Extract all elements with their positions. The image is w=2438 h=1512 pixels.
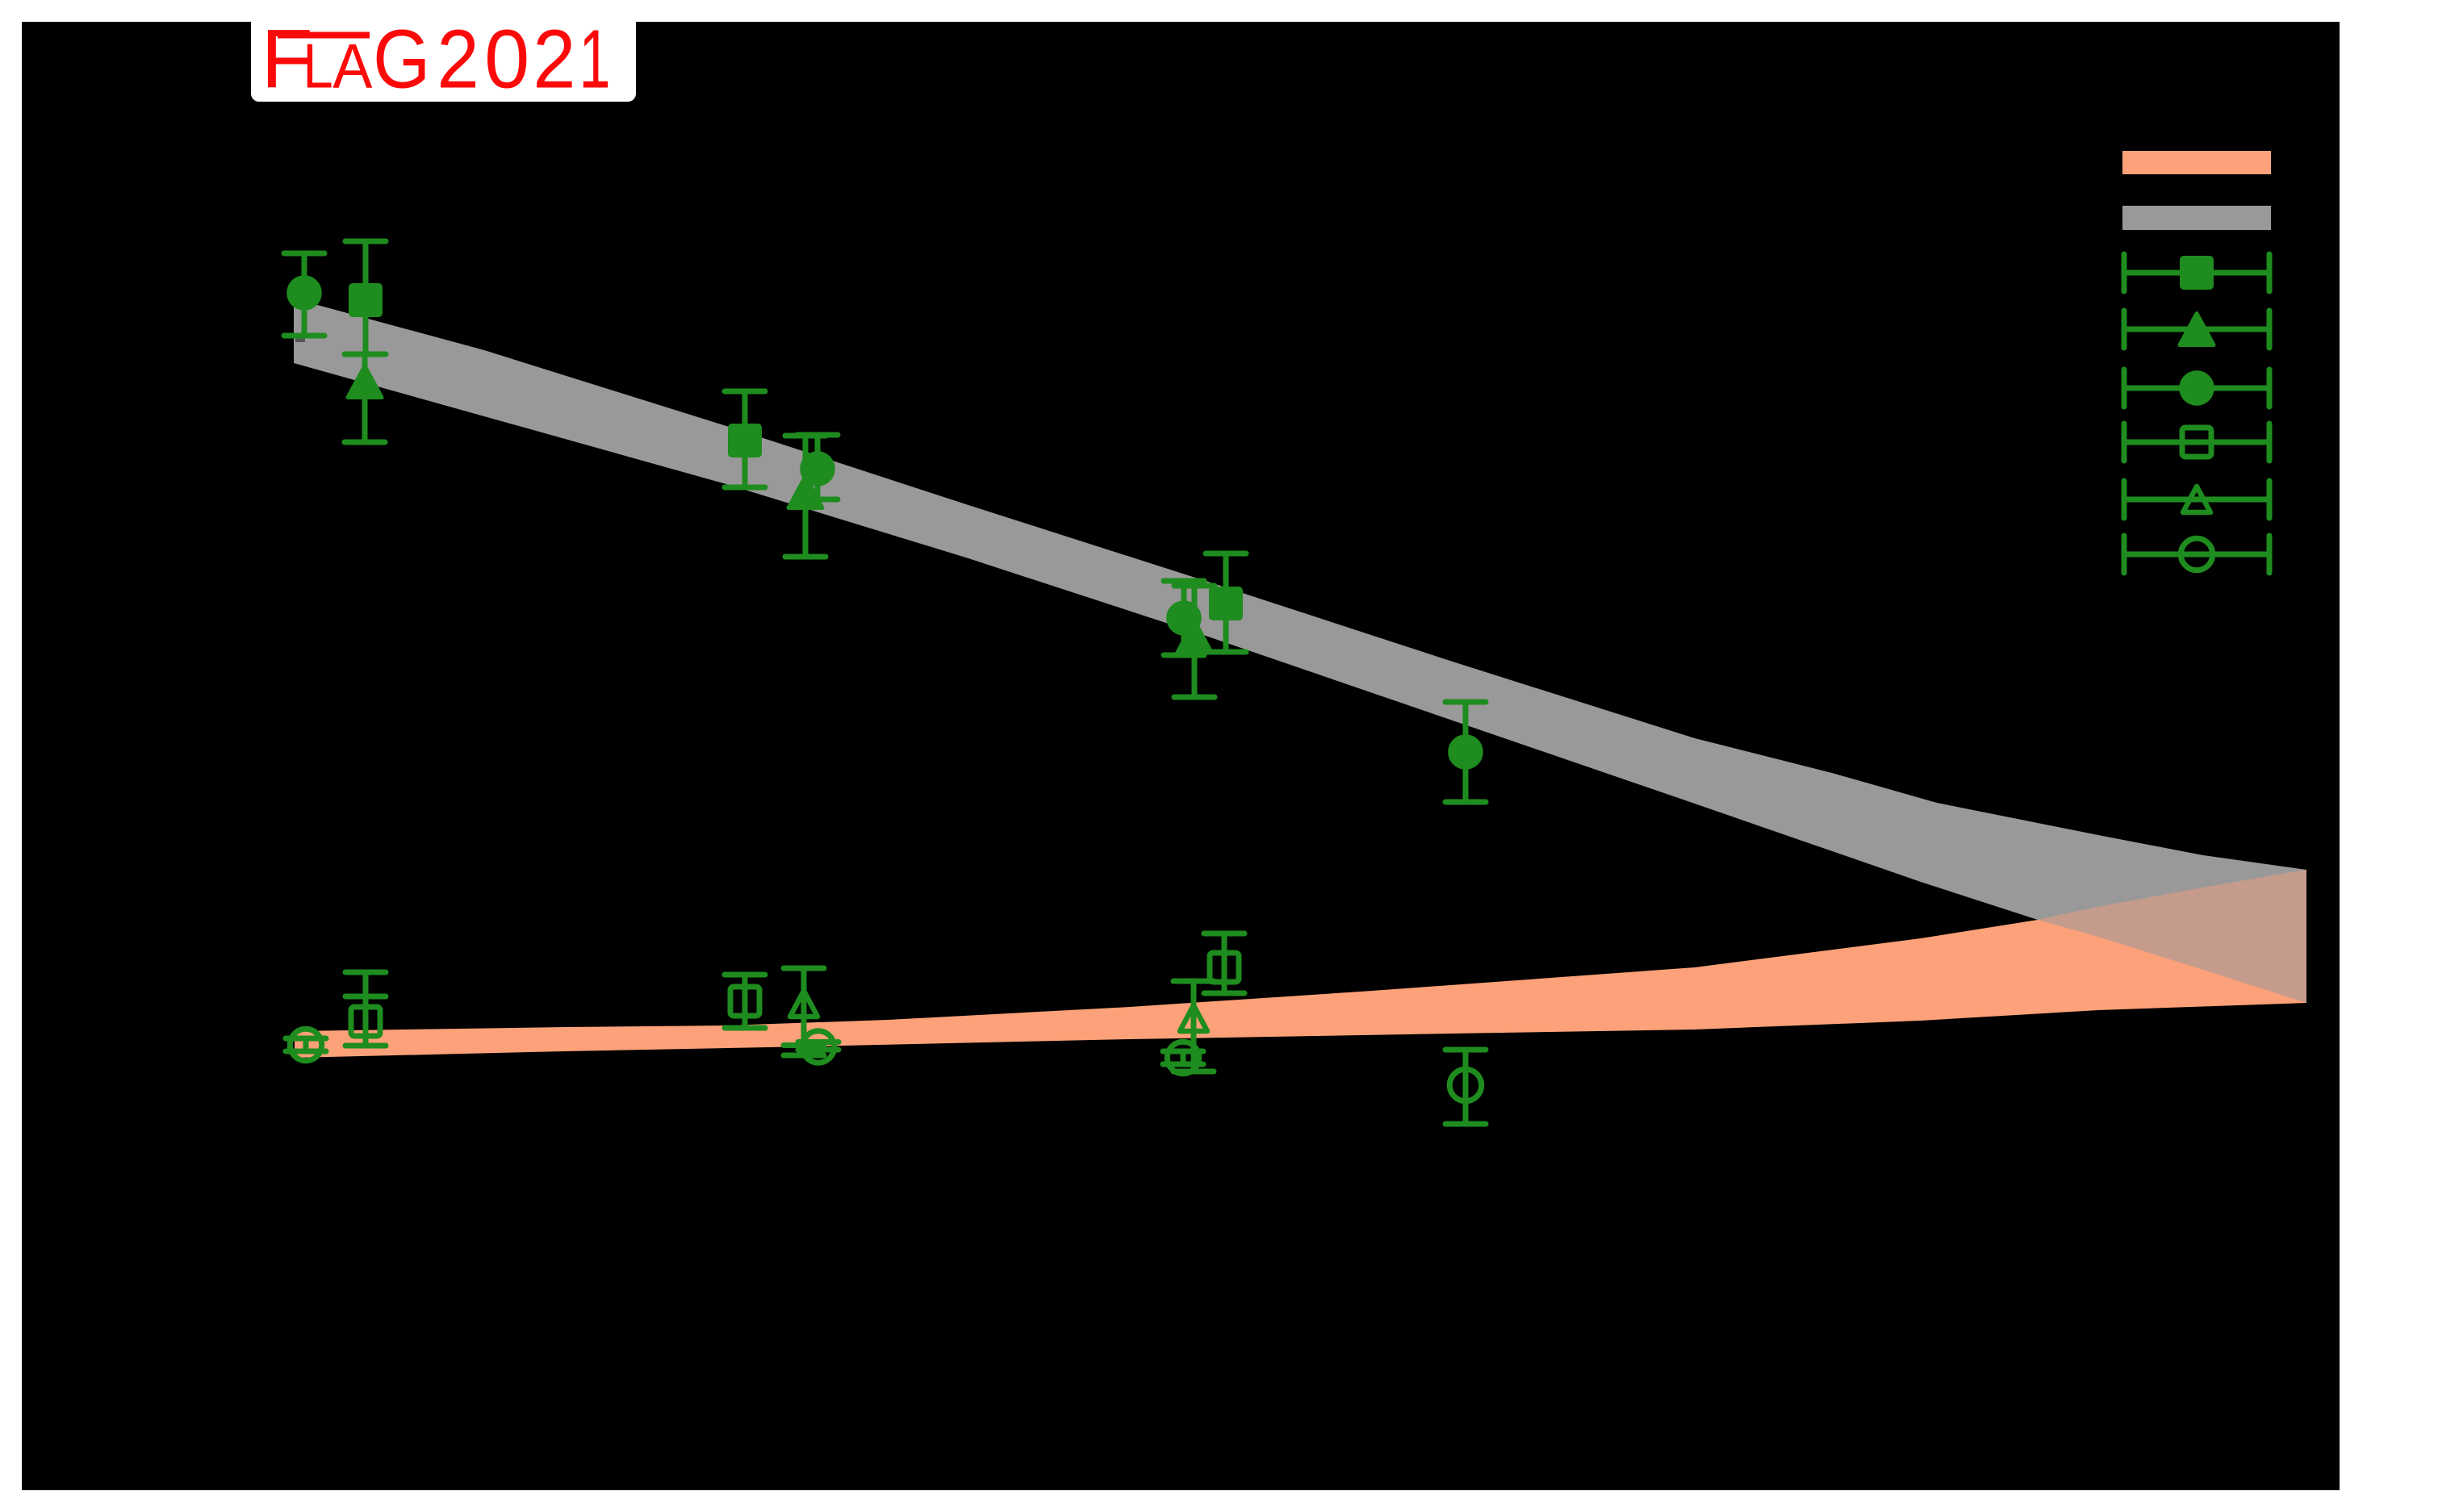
svg-text:2: 2: [437, 13, 479, 106]
svg-text:L: L: [303, 31, 333, 102]
svg-text:0: 0: [484, 13, 529, 106]
svg-text:G: G: [373, 12, 430, 105]
svg-text:1: 1: [579, 12, 611, 106]
svg-text:2: 2: [533, 13, 575, 106]
svg-text:A: A: [332, 31, 373, 102]
svg-text:F: F: [261, 13, 313, 106]
